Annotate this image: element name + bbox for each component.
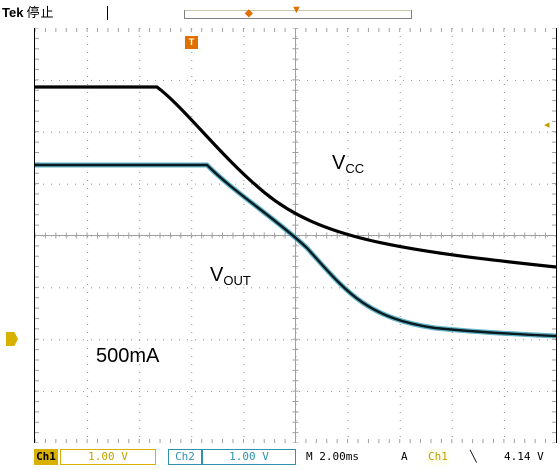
record-position-bar[interactable]: ◆ xyxy=(184,8,412,19)
ch2-scale[interactable]: 1.00 V xyxy=(202,449,296,465)
waveform-display[interactable] xyxy=(34,28,557,443)
vout-trace xyxy=(35,163,556,338)
run-state: 停止 xyxy=(26,5,55,20)
record-bar-line xyxy=(185,10,411,11)
trigger-position-icon[interactable]: ▼ xyxy=(291,4,302,16)
graticule-dots xyxy=(35,28,556,437)
ch1-scale[interactable]: 1.00 V xyxy=(60,449,156,465)
ch1-tag[interactable]: Ch1 xyxy=(34,449,58,465)
trigger-slope-icon: ╲ xyxy=(470,450,477,463)
trigger-source[interactable]: Ch1 xyxy=(426,449,450,465)
trigger-level-readout[interactable]: 4.14 V xyxy=(504,450,544,463)
scope-header: Tek 停止 ◆ ▼ xyxy=(0,0,559,28)
vout-label: VOUT xyxy=(210,264,251,288)
ch2-tag[interactable]: Ch2 xyxy=(168,449,202,465)
trigger-level-marker-icon[interactable]: ◂ xyxy=(544,119,550,131)
trigger-time-marker-icon[interactable]: T xyxy=(185,36,198,49)
status-bar: Ch1 1.00 V Ch2 1.00 V M 2.00ms A Ch1 ╲ 4… xyxy=(0,446,559,470)
vcc-label: VCC xyxy=(332,152,365,176)
waveform-canvas xyxy=(35,28,556,443)
vcc-trace xyxy=(35,85,556,269)
load-current-label: 500mA xyxy=(96,345,160,367)
timebase-readout[interactable]: M 2.00ms xyxy=(306,450,359,463)
brand-label: Tek 停止 xyxy=(2,5,55,20)
header-divider xyxy=(107,6,108,20)
record-position-icon: ◆ xyxy=(245,8,253,19)
edge-ticks xyxy=(35,28,556,443)
acquisition-mode: A xyxy=(401,450,408,463)
ch1-ground-marker-icon[interactable] xyxy=(6,332,18,346)
